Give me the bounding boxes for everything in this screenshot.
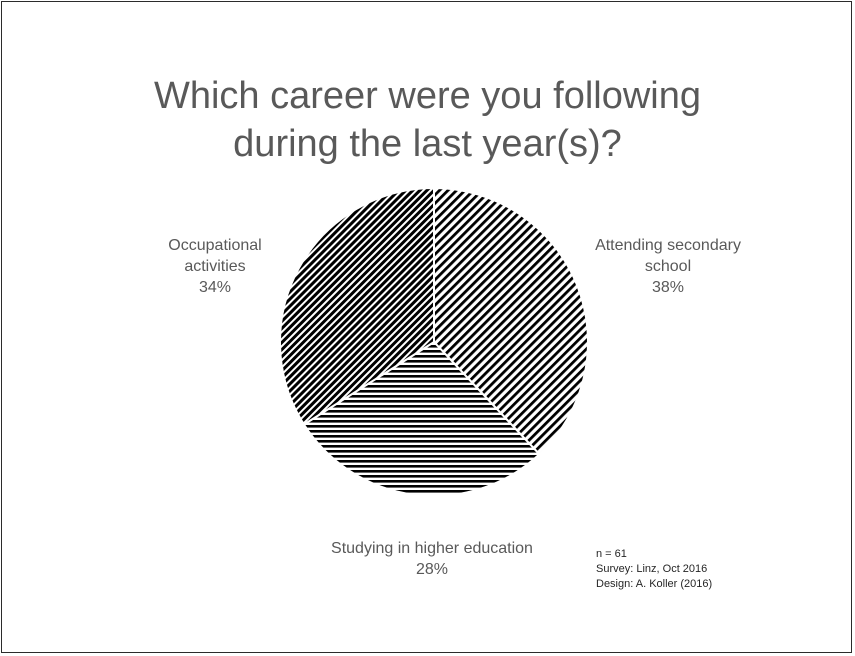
slice-label-3: Occupational activities 34% xyxy=(168,237,261,296)
pie-slice-3 xyxy=(279,186,435,426)
slice-label-line: Studying in higher education xyxy=(331,540,533,557)
slice-label-line: school xyxy=(645,258,691,275)
footnote: n = 61 Survey: Linz, Oct 2016 Design: A.… xyxy=(596,547,712,592)
pie-slice-1 xyxy=(433,186,589,456)
chart-title-line-1: Which career were you following xyxy=(153,75,701,117)
sample-size-note: n = 61 xyxy=(596,548,627,560)
slice-percent-3: 34% xyxy=(199,279,231,296)
slice-label-2: Studying in higher education 28% xyxy=(331,540,533,578)
slice-label-line: activities xyxy=(184,258,245,275)
design-credit-note: Design: A. Koller (2016) xyxy=(596,578,713,590)
slice-percent-1: 38% xyxy=(652,279,684,296)
chart-title-line-2: during the last year(s)? xyxy=(233,123,622,165)
chart-title: Which career were you following during t… xyxy=(0,72,855,168)
slice-percent-2: 28% xyxy=(416,561,448,578)
survey-note: Survey: Linz, Oct 2016 xyxy=(596,563,708,575)
slice-label-line: Attending secondary xyxy=(595,237,741,254)
pie-slice-2 xyxy=(302,340,541,497)
slice-label-line: Occupational xyxy=(168,237,261,254)
slice-label-1: Attending secondary school 38% xyxy=(595,237,741,296)
